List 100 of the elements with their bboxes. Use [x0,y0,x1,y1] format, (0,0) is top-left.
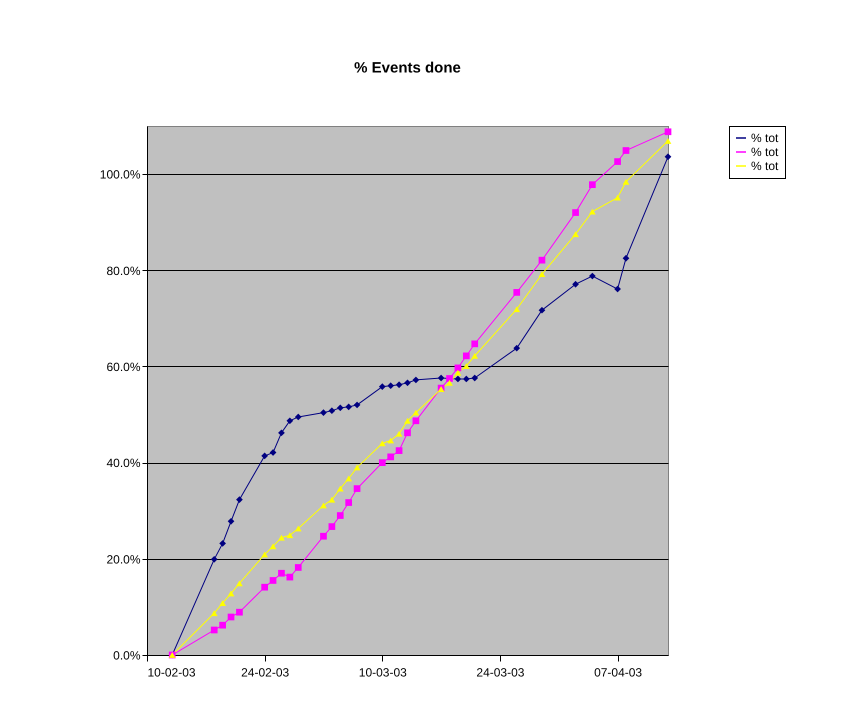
point [446,375,453,382]
point [589,208,596,215]
x-tick-label: 24-02-03 [241,666,290,680]
legend-label: % tot [751,159,780,173]
point [261,584,268,591]
point [294,414,302,420]
point [286,532,294,538]
point [471,352,478,359]
point [513,306,520,312]
point [471,374,478,382]
point [286,417,294,424]
y-tick-label: 80.0% [106,264,141,278]
point [320,532,327,540]
point [328,523,336,530]
point [396,430,402,437]
point [462,363,470,369]
point [396,447,402,454]
point [210,610,218,616]
point [278,570,285,577]
point [454,376,462,382]
point [336,404,344,412]
point [378,383,386,390]
y-tick-label: 0.0% [113,648,141,662]
point [261,452,268,460]
point [286,574,294,580]
point [320,409,327,416]
point [210,556,218,563]
point [270,543,276,550]
point [446,380,453,386]
point [345,476,352,482]
point [471,340,478,348]
point [513,344,520,352]
point [614,194,621,201]
point [270,577,276,584]
point [210,626,218,634]
point [354,485,360,492]
point [219,540,226,547]
point [412,417,420,424]
point [219,622,226,629]
point [438,374,444,382]
point [378,440,386,446]
point [614,158,621,165]
point [228,590,234,596]
point [572,209,579,216]
point [538,271,546,278]
point [412,376,420,384]
point [412,410,420,416]
point [270,449,276,456]
x-tick-label: 07-04-03 [594,666,642,680]
point [664,138,672,144]
point [236,608,243,616]
point [387,454,394,460]
point [228,614,234,620]
point [236,580,243,586]
legend-label: % tot [751,145,780,159]
legend-label: % tot [751,131,780,145]
y-tick-label: 100.0% [100,168,141,182]
point [538,256,546,264]
point [278,534,285,541]
point [354,402,360,408]
point [378,459,386,466]
y-tick-label: 40.0% [106,456,141,470]
point [261,552,268,558]
y-tick-label: 60.0% [106,360,141,374]
point [345,499,352,506]
point [572,231,579,238]
y-tick-label: 20.0% [106,552,141,566]
x-tick-label: 24-03-03 [476,666,525,680]
point [664,128,672,136]
x-tick-label: 10-02-03 [148,666,196,680]
point [572,280,579,288]
point [589,181,596,188]
point [336,486,344,492]
point [622,254,630,262]
point [538,306,546,314]
point [336,512,344,519]
x-tick-label: 10-03-03 [358,666,408,680]
point [320,502,327,508]
point [513,289,520,296]
point [396,381,402,388]
point [219,600,226,606]
point [387,438,394,444]
point [454,370,462,376]
point [622,147,630,154]
point [622,178,630,185]
point [345,403,352,410]
point [387,382,394,390]
point [228,518,234,525]
point [236,496,243,504]
point [294,526,302,532]
point [278,429,285,436]
point [404,379,411,386]
point [462,352,470,360]
point [328,496,336,503]
point [454,364,462,372]
chart-title: % Events done [354,60,461,76]
point [589,272,596,280]
point [354,464,360,470]
point [664,153,672,160]
point [294,564,302,571]
